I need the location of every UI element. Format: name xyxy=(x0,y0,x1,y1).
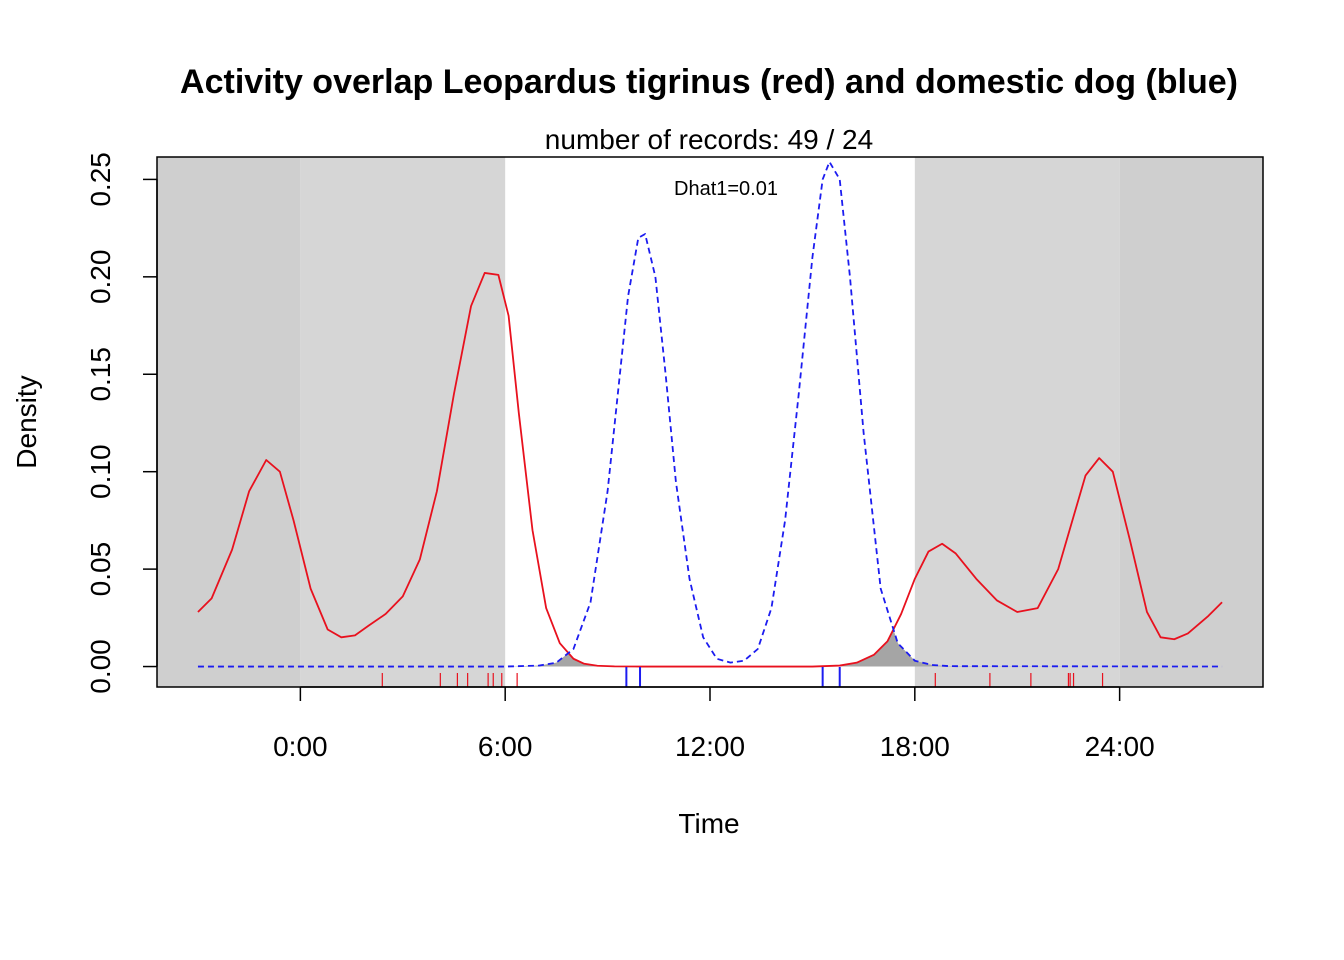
x-axis-label: Time xyxy=(678,808,739,839)
y-axis: 0.00 0.05 0.10 0.15 0.20 0.25 xyxy=(85,152,158,694)
night-region-late xyxy=(914,157,1120,687)
dog-density-line xyxy=(197,160,1223,668)
y-tick-label: 0.15 xyxy=(85,347,116,402)
y-axis-label: Density xyxy=(11,375,42,468)
x-tick-label: 24:00 xyxy=(1085,731,1155,762)
y-tick-label: 0.05 xyxy=(85,542,116,597)
overlap-annotation: Dhat1=0.01 xyxy=(674,178,778,200)
tigrinus-density-line xyxy=(197,272,1223,668)
x-tick-label: 0:00 xyxy=(273,731,328,762)
chart-subtitle: number of records: 49 / 24 xyxy=(545,124,873,155)
chart-title: Activity overlap Leopardus tigrinus (red… xyxy=(180,63,1238,101)
night-region-early xyxy=(300,157,506,687)
x-tick-label: 12:00 xyxy=(675,731,745,762)
y-tick-label: 0.00 xyxy=(85,639,116,694)
rug-marks xyxy=(381,667,1104,687)
night-region-outside-left xyxy=(157,157,301,687)
x-axis: 0:00 6:00 12:00 18:00 24:00 xyxy=(273,686,1155,762)
plot-region xyxy=(156,156,1264,688)
y-tick-label: 0.25 xyxy=(85,152,116,207)
x-tick-label: 6:00 xyxy=(478,731,533,762)
density-curves xyxy=(197,160,1223,668)
x-tick-label: 18:00 xyxy=(880,731,950,762)
y-tick-label: 0.20 xyxy=(85,250,116,305)
y-tick-label: 0.10 xyxy=(85,444,116,499)
night-region-outside-right xyxy=(1119,157,1263,687)
